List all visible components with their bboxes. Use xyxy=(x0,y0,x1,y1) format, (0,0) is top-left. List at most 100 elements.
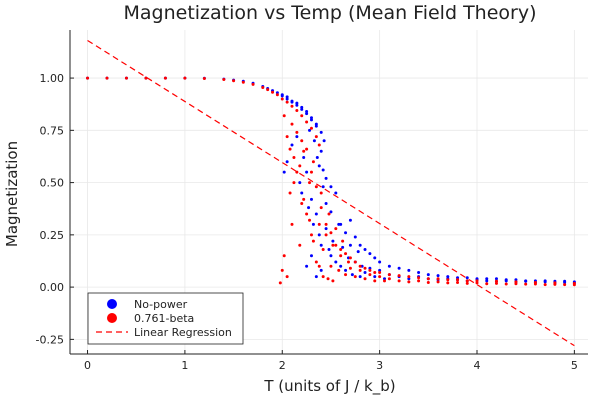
data-point xyxy=(329,210,333,214)
data-point xyxy=(494,279,498,283)
data-point xyxy=(504,282,508,286)
data-point xyxy=(319,206,323,210)
data-point xyxy=(302,156,306,160)
data-point xyxy=(300,191,304,195)
data-point xyxy=(86,76,90,80)
data-point xyxy=(339,254,343,258)
data-point xyxy=(285,97,289,101)
data-point xyxy=(524,282,528,286)
data-point xyxy=(504,278,508,282)
y-axis-title: Magnetization xyxy=(3,141,21,247)
data-point xyxy=(282,114,286,118)
data-point xyxy=(446,281,450,285)
data-point xyxy=(321,247,325,251)
data-point xyxy=(475,277,479,281)
data-point xyxy=(307,206,311,210)
data-point xyxy=(300,114,304,118)
data-point xyxy=(305,212,309,216)
data-point xyxy=(543,279,547,283)
data-point xyxy=(378,260,382,264)
data-point xyxy=(358,268,362,272)
data-point xyxy=(465,281,469,285)
data-point xyxy=(302,149,306,153)
data-point xyxy=(285,95,289,99)
x-tick-label: 3 xyxy=(376,359,383,372)
data-point xyxy=(339,264,343,268)
x-axis-title: T (units of J / k_b) xyxy=(263,377,395,396)
data-point xyxy=(524,279,528,283)
data-point xyxy=(317,143,321,147)
data-point xyxy=(300,139,304,143)
data-point xyxy=(563,279,567,283)
data-point xyxy=(426,281,430,285)
data-point xyxy=(465,279,469,283)
data-point xyxy=(314,275,318,279)
data-point xyxy=(309,233,313,237)
data-point xyxy=(407,275,411,279)
data-point xyxy=(397,274,401,278)
data-point xyxy=(334,243,338,247)
x-tick-labels: 0 1 2 3 4 5 xyxy=(84,359,578,372)
data-point xyxy=(266,88,270,92)
data-point xyxy=(232,79,236,83)
data-point xyxy=(378,275,382,279)
data-point xyxy=(319,191,323,195)
data-point xyxy=(285,100,289,104)
data-point xyxy=(271,90,275,94)
data-point xyxy=(290,122,294,126)
data-point xyxy=(514,278,518,282)
data-point xyxy=(426,277,430,281)
data-point xyxy=(292,181,296,185)
data-point xyxy=(331,239,335,243)
data-point xyxy=(124,76,128,80)
data-point xyxy=(339,222,343,226)
data-point xyxy=(348,243,352,247)
data-point xyxy=(383,279,386,283)
data-point xyxy=(295,170,299,174)
legend-entry-label: Linear Regression xyxy=(134,326,232,339)
data-point xyxy=(326,277,330,281)
data-point xyxy=(298,181,302,185)
x-tick-label: 5 xyxy=(571,359,578,372)
data-point xyxy=(350,273,354,277)
data-point xyxy=(309,254,313,258)
data-point xyxy=(533,281,537,285)
data-point xyxy=(485,279,489,283)
data-point xyxy=(368,273,372,277)
series-no-power xyxy=(86,76,576,285)
series-0-761-beta xyxy=(86,76,576,287)
data-point xyxy=(553,281,557,285)
data-point xyxy=(417,279,421,283)
data-point xyxy=(288,191,292,195)
chart-title: Magnetization vs Temp (Mean Field Theory… xyxy=(123,2,536,24)
x-tick-label: 4 xyxy=(474,359,481,372)
data-point xyxy=(353,235,357,239)
data-point xyxy=(331,243,335,247)
data-point xyxy=(278,281,282,285)
data-point xyxy=(308,128,312,132)
data-point xyxy=(348,266,352,270)
data-point xyxy=(311,160,315,164)
data-point xyxy=(222,78,226,82)
y-tick-label: -0.25 xyxy=(36,333,64,346)
data-point xyxy=(341,239,345,243)
data-point xyxy=(305,264,309,268)
data-point xyxy=(314,135,318,139)
data-point xyxy=(436,280,440,284)
data-point xyxy=(348,218,352,222)
data-point xyxy=(315,156,319,160)
data-point xyxy=(436,277,440,281)
data-point xyxy=(329,254,333,258)
data-point xyxy=(368,252,372,256)
data-point xyxy=(317,233,321,237)
data-point xyxy=(163,76,167,80)
series-layer xyxy=(86,39,576,347)
data-point xyxy=(251,82,255,86)
data-point xyxy=(308,181,312,185)
data-point xyxy=(324,201,328,205)
data-point xyxy=(456,281,460,285)
legend-marker xyxy=(107,299,117,309)
data-point xyxy=(353,275,357,279)
